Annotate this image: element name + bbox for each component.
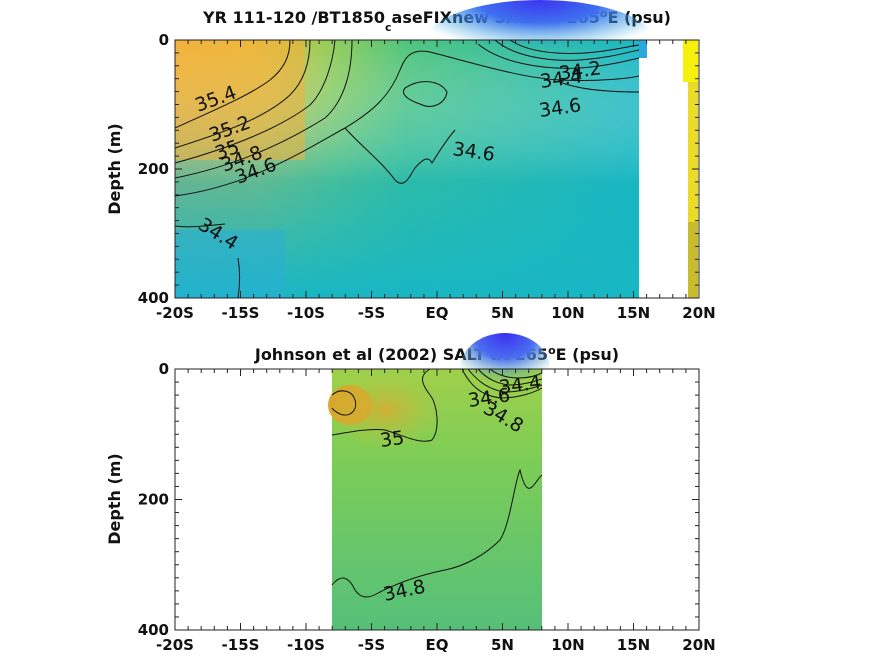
top-x-tick-label: -20S	[156, 304, 194, 322]
bottom-x-tick-label: EQ	[426, 636, 449, 654]
bottom-x-tick-label: 20N	[682, 636, 715, 654]
bottom-title: Johnson et al (2002) SALT at 265oE (psu)	[254, 344, 619, 364]
bottom-contour-fresh2	[467, 368, 543, 393]
top-y-tick-label: 200	[138, 160, 169, 178]
top-east-strip-1	[683, 40, 698, 82]
bottom-y-axis-label: Depth (m)	[105, 453, 124, 545]
top-contour-344	[174, 223, 226, 228]
top-contours	[174, 39, 640, 299]
top-contour-346b	[344, 127, 456, 184]
bottom-contours	[331, 368, 543, 598]
top-x-tick-label: 20N	[682, 304, 715, 322]
top-contour-348	[174, 39, 353, 179]
top-x-ticks: -20S -15S -10S -5S EQ 5N 10N 15N 20N	[156, 40, 716, 322]
bottom-x-tick-label: 15N	[617, 636, 650, 654]
top-x-tick-label: 10N	[551, 304, 584, 322]
bottom-y-tick-label: 0	[159, 360, 169, 378]
bottom-x-tick-label: 5N	[491, 636, 514, 654]
bottom-contour-350b	[331, 368, 438, 442]
bottom-title-end: E (psu)	[556, 345, 620, 364]
bottom-x-tick-label: -15S	[222, 636, 260, 654]
bottom-x-tick-label: -5S	[358, 636, 385, 654]
top-x-tick-label: -10S	[287, 304, 325, 322]
top-edge-patch	[639, 40, 647, 58]
bottom-contour-348	[331, 468, 543, 598]
top-heatmap	[175, 0, 698, 298]
bottom-panel: Johnson et al (2002) SALT at 265oE (psu)…	[105, 333, 716, 654]
bottom-contour-350a	[331, 390, 357, 416]
top-east-strip-2	[688, 82, 698, 222]
bottom-title-sup: o	[548, 344, 556, 357]
top-x-tick-label: 5N	[491, 304, 514, 322]
top-contour-344b	[237, 257, 240, 299]
bottom-x-tick-label: 10N	[551, 636, 584, 654]
top-fresh-core	[425, 0, 655, 84]
top-contour-352	[174, 39, 311, 149]
top-east-strip-3	[688, 222, 698, 298]
top-y-tick-label: 0	[159, 31, 169, 49]
top-title-sub: c	[385, 21, 392, 34]
bottom-clabel-350: 35	[379, 427, 406, 452]
bottom-contour-fresh1	[461, 368, 543, 399]
top-x-tick-label: EQ	[426, 304, 449, 322]
top-contour-fresh2	[494, 39, 640, 61]
bottom-y-tick-label: 200	[138, 491, 169, 509]
top-contour-fresh4	[559, 81, 640, 93]
top-x-tick-label: 15N	[617, 304, 650, 322]
bottom-contour-fresh3	[477, 368, 543, 386]
top-x-tick-label: -5S	[358, 304, 385, 322]
bottom-salty-halo	[325, 370, 445, 450]
top-contour-fresh3	[509, 39, 640, 54]
top-y-ticks: 0 200 400	[138, 31, 699, 307]
bottom-y-tick-label: 400	[138, 621, 169, 639]
top-panel: YR 111-120 /BT1850caseFIXnew SALT at 265…	[105, 0, 716, 322]
top-y-axis-label: Depth (m)	[105, 123, 124, 215]
top-title-prefix: YR 111-120 /BT1850	[202, 8, 385, 27]
top-contour-346loop	[403, 81, 448, 107]
bottom-x-tick-label: -20S	[156, 636, 194, 654]
top-x-tick-label: -15S	[222, 304, 260, 322]
top-fresh-deep-sw	[175, 230, 285, 298]
top-contour-346a	[174, 50, 640, 197]
top-contour-fresh1	[477, 43, 640, 69]
bottom-x-ticks: -20S -15S -10S -5S EQ 5N 10N 15N 20N	[156, 369, 716, 654]
top-y-tick-label: 400	[138, 289, 169, 307]
top-contour-350	[174, 39, 336, 164]
top-contour-354	[174, 39, 291, 129]
bottom-x-tick-label: -10S	[287, 636, 325, 654]
bottom-contour-fresh4	[489, 368, 543, 379]
bottom-y-ticks: 0 200 400	[138, 360, 699, 639]
